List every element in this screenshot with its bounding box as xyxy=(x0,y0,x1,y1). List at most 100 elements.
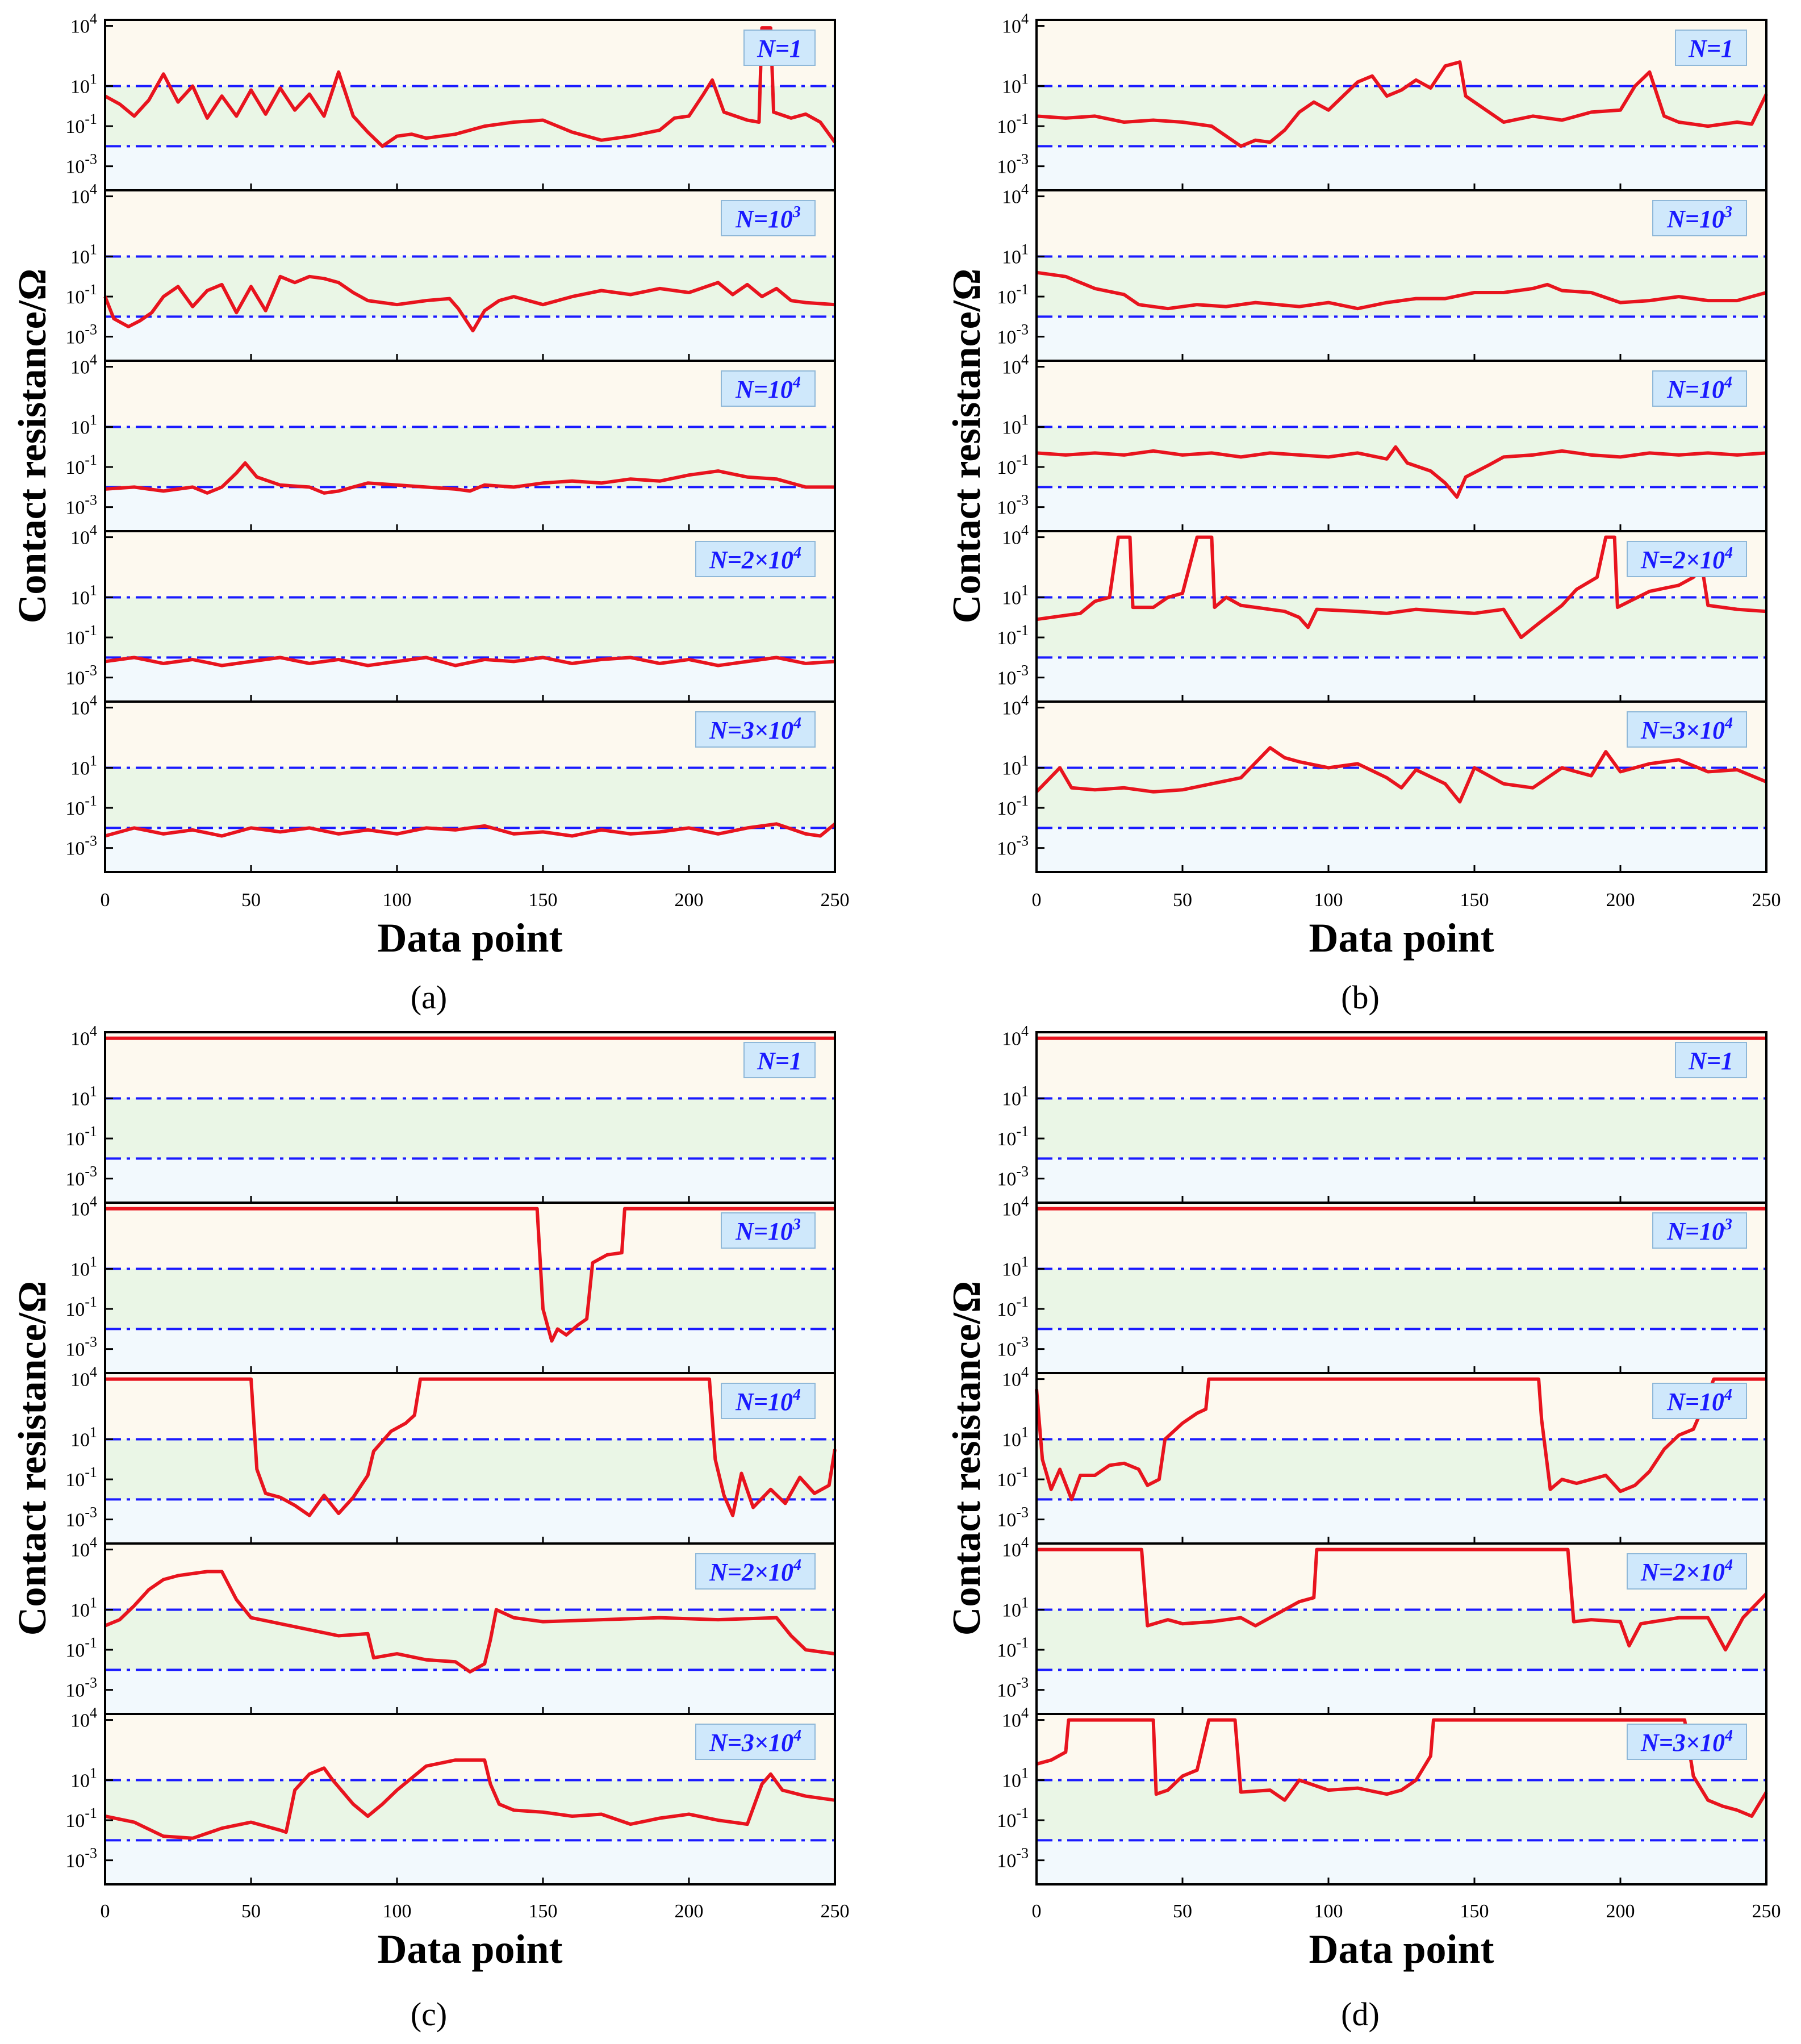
y-tick-label: 104 xyxy=(70,1194,97,1220)
series-line xyxy=(104,26,837,148)
y-axis-label: Contact resistance/Ω xyxy=(945,269,989,623)
y-tick-label: 101 xyxy=(70,1424,97,1450)
band-low xyxy=(1037,1840,1766,1884)
y-tick-label: 101 xyxy=(1002,1424,1029,1450)
band-low xyxy=(105,1329,835,1373)
series-label-box xyxy=(695,1724,816,1760)
series-label: N=2×104 xyxy=(709,544,801,574)
subplot: 104 101 10-1 10-3 N=104 xyxy=(997,352,1767,532)
x-tick-label: 0 xyxy=(101,1901,110,1922)
series-label-box xyxy=(1627,711,1747,748)
band-high xyxy=(1037,1373,1766,1440)
series-label-box xyxy=(695,541,816,577)
y-tick-label: 10-3 xyxy=(65,1845,97,1872)
series-line xyxy=(105,822,836,838)
x-tick-label: 50 xyxy=(1173,890,1192,911)
series-label-box xyxy=(1652,1212,1747,1249)
series-line xyxy=(1036,1718,1768,1818)
series-line xyxy=(1035,1377,1766,1501)
series-line xyxy=(105,461,835,495)
y-tick-label: 10-1 xyxy=(997,1805,1029,1832)
y-tick-label: 10-1 xyxy=(997,1634,1029,1661)
series-label: N=3×104 xyxy=(709,1727,801,1757)
band-low xyxy=(1037,487,1766,531)
band-mid xyxy=(105,427,835,487)
series-line xyxy=(104,1570,835,1674)
subplot: 104 101 10-1 10-3 N=104 xyxy=(65,1364,837,1545)
series-label-box xyxy=(695,711,816,748)
band-low xyxy=(105,1670,835,1714)
series-label-box xyxy=(721,370,816,407)
x-tick-label: 250 xyxy=(821,890,850,911)
series-label: N=1 xyxy=(757,1047,802,1075)
band-high xyxy=(105,1203,835,1269)
band-high xyxy=(105,361,835,427)
y-tick-label: 101 xyxy=(1002,241,1029,268)
subplot: 104 101 10-1 10-3 N=103 xyxy=(65,181,836,362)
band-mid xyxy=(1037,1439,1766,1500)
series-label: N=104 xyxy=(1666,1386,1732,1416)
y-tick-label: 10-3 xyxy=(997,492,1029,519)
subplot: 104 101 10-1 10-3 N=103 xyxy=(65,1194,836,1374)
x-tick-label: 0 xyxy=(101,890,110,911)
series-label-box xyxy=(1627,1724,1747,1760)
subplot: 104 101 10-1 10-3 N=3×104 xyxy=(65,1705,836,1886)
series-line xyxy=(105,1377,837,1517)
band-low xyxy=(105,1158,835,1203)
series-label-box xyxy=(743,1042,816,1078)
band-high xyxy=(105,190,835,257)
x-tick-label: 150 xyxy=(529,890,558,911)
series-label: N=1 xyxy=(757,35,802,62)
y-tick-label: 104 xyxy=(70,181,97,208)
series-line xyxy=(105,1758,835,1840)
y-tick-label: 104 xyxy=(70,352,97,378)
series-line xyxy=(1036,535,1767,640)
y-tick-label: 104 xyxy=(70,693,97,719)
y-axis-label: Contact resistance/Ω xyxy=(945,1281,989,1636)
chart-1: 10410110-110-3N=110410110-110-3N=1031041… xyxy=(945,11,1781,1016)
series-line xyxy=(105,1207,835,1343)
y-tick-label: 101 xyxy=(1002,1594,1029,1621)
band-low xyxy=(1037,1158,1766,1203)
series-label: N=2×104 xyxy=(1640,1557,1733,1586)
y-tick-label: 10-1 xyxy=(997,1464,1029,1491)
y-tick-label: 10-1 xyxy=(997,1294,1029,1320)
y-tick-label: 104 xyxy=(70,1705,97,1732)
y-tick-label: 10-1 xyxy=(997,452,1029,478)
y-tick-label: 10-1 xyxy=(65,622,97,649)
y-tick-label: 104 xyxy=(1002,1023,1029,1050)
series-label-box xyxy=(721,1383,816,1419)
y-tick-label: 104 xyxy=(1002,693,1029,719)
subplot-frame xyxy=(1035,1713,1767,1886)
y-tick-label: 101 xyxy=(1002,1764,1029,1791)
band-low xyxy=(105,1499,835,1544)
y-tick-label: 10-1 xyxy=(65,1805,97,1832)
y-tick-label: 10-3 xyxy=(65,322,97,348)
band-mid xyxy=(105,767,835,828)
band-mid xyxy=(105,1098,835,1159)
y-tick-label: 101 xyxy=(70,411,97,438)
band-mid xyxy=(1037,1609,1766,1670)
y-tick-label: 10-3 xyxy=(65,1334,97,1361)
series-label-box xyxy=(721,200,816,236)
x-tick-label: 200 xyxy=(1606,890,1635,911)
y-tick-label: 104 xyxy=(1002,181,1029,208)
panel-caption: (a) xyxy=(411,979,447,1016)
y-tick-label: 10-3 xyxy=(65,151,97,178)
x-tick-label: 200 xyxy=(1606,1901,1635,1922)
x-tick-label: 50 xyxy=(241,1901,261,1922)
y-tick-label: 104 xyxy=(70,1534,97,1561)
y-tick-label: 10-1 xyxy=(997,1123,1029,1150)
y-tick-label: 10-1 xyxy=(997,792,1029,819)
y-tick-label: 10-3 xyxy=(65,492,97,519)
x-tick-label: 250 xyxy=(1752,890,1781,911)
y-tick-label: 10-3 xyxy=(997,322,1029,348)
band-mid xyxy=(105,1780,835,1841)
series-label: N=1 xyxy=(1688,35,1733,62)
y-tick-label: 104 xyxy=(70,1023,97,1050)
series-label-box xyxy=(1652,200,1747,236)
band-low xyxy=(1037,316,1766,361)
band-low xyxy=(1037,146,1766,190)
subplot-frame xyxy=(1035,700,1767,873)
